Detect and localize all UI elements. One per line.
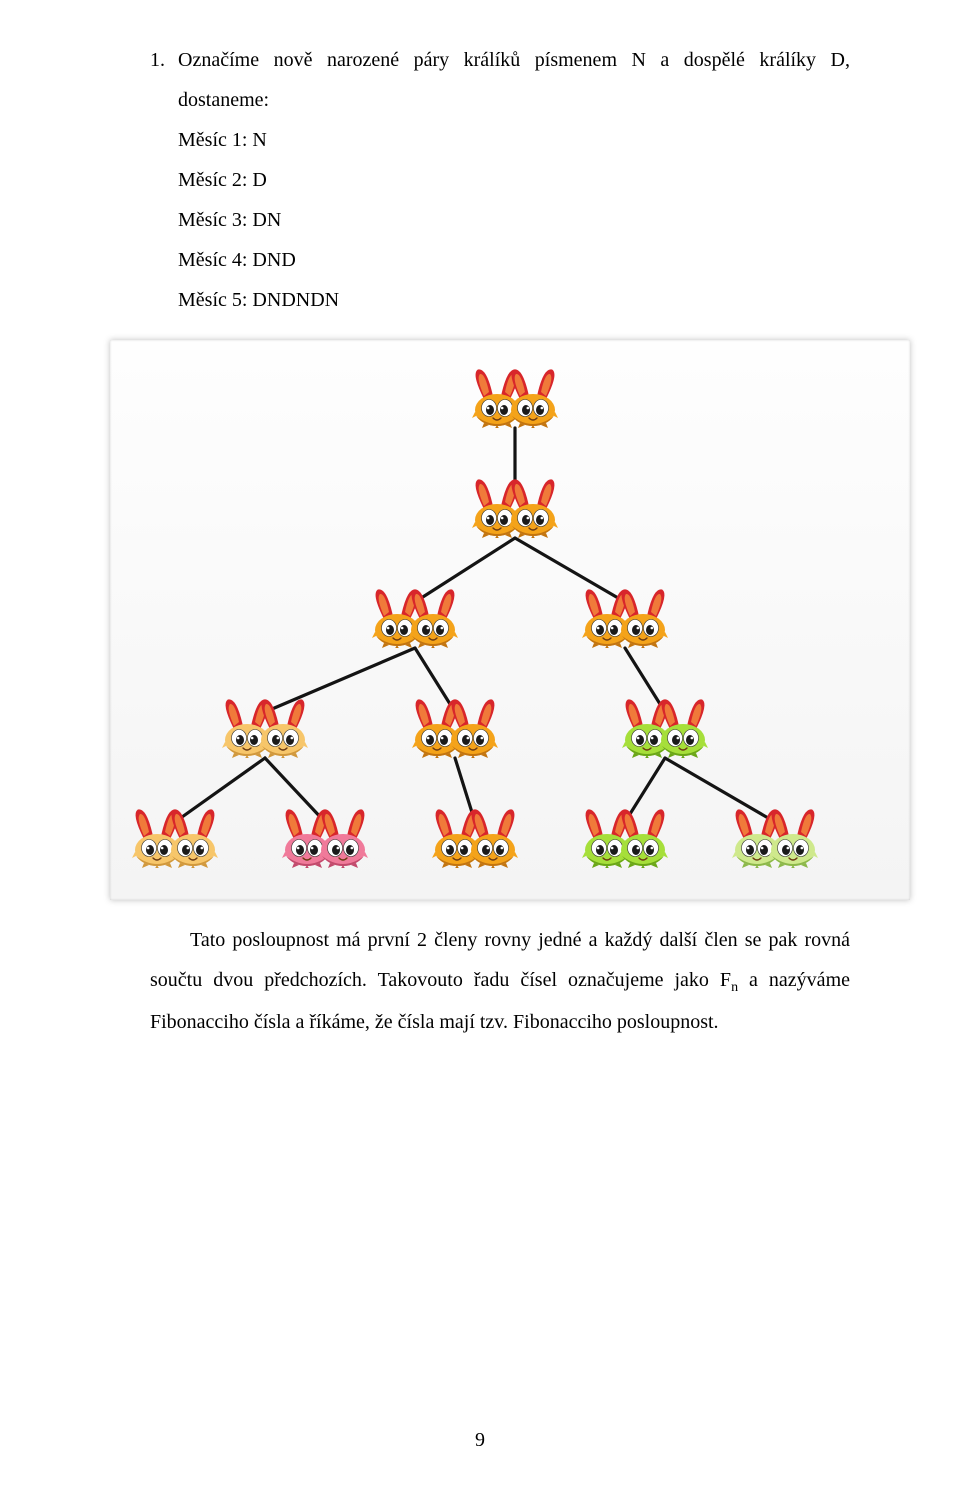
rabbit-icon [406,588,460,648]
paragraph: Tato posloupnost má první 2 členy rovny … [150,920,850,1042]
rabbit-pair [130,798,220,868]
rabbit-pair [620,688,710,758]
rabbit-icon [316,808,370,868]
rabbit-pair [410,688,500,758]
month-line: Měsíc 3: DN [178,200,850,240]
month-line: Měsíc 4: DND [178,240,850,280]
month-line: Měsíc 1: N [178,120,850,160]
rabbit-icon [256,698,310,758]
rabbit-icon [766,808,820,868]
intro-text: Označíme nově narozené páry králíků písm… [178,40,850,120]
rabbit-pair [580,578,670,648]
list-number: 1. [150,40,178,120]
month-line: Měsíc 5: DNDNDN [178,280,850,320]
rabbit-pair [280,798,370,868]
rabbit-pair [220,688,310,758]
rabbit-pair [470,468,560,538]
rabbit-icon [616,808,670,868]
para-sub: n [731,980,738,995]
rabbit-icon [166,808,220,868]
rabbit-icon [506,478,560,538]
rabbit-icon [616,588,670,648]
rabbit-pair [430,798,520,868]
rabbit-pair [470,358,560,428]
rabbit-icon [446,698,500,758]
rabbit-icon [466,808,520,868]
rabbit-icon [506,368,560,428]
rabbit-pair [370,578,460,648]
rabbit-pair [580,798,670,868]
page-number: 9 [0,1429,960,1452]
month-line: Měsíc 2: D [178,160,850,200]
rabbit-icon [656,698,710,758]
rabbit-pair [730,798,820,868]
fibonacci-tree-diagram [110,340,910,900]
